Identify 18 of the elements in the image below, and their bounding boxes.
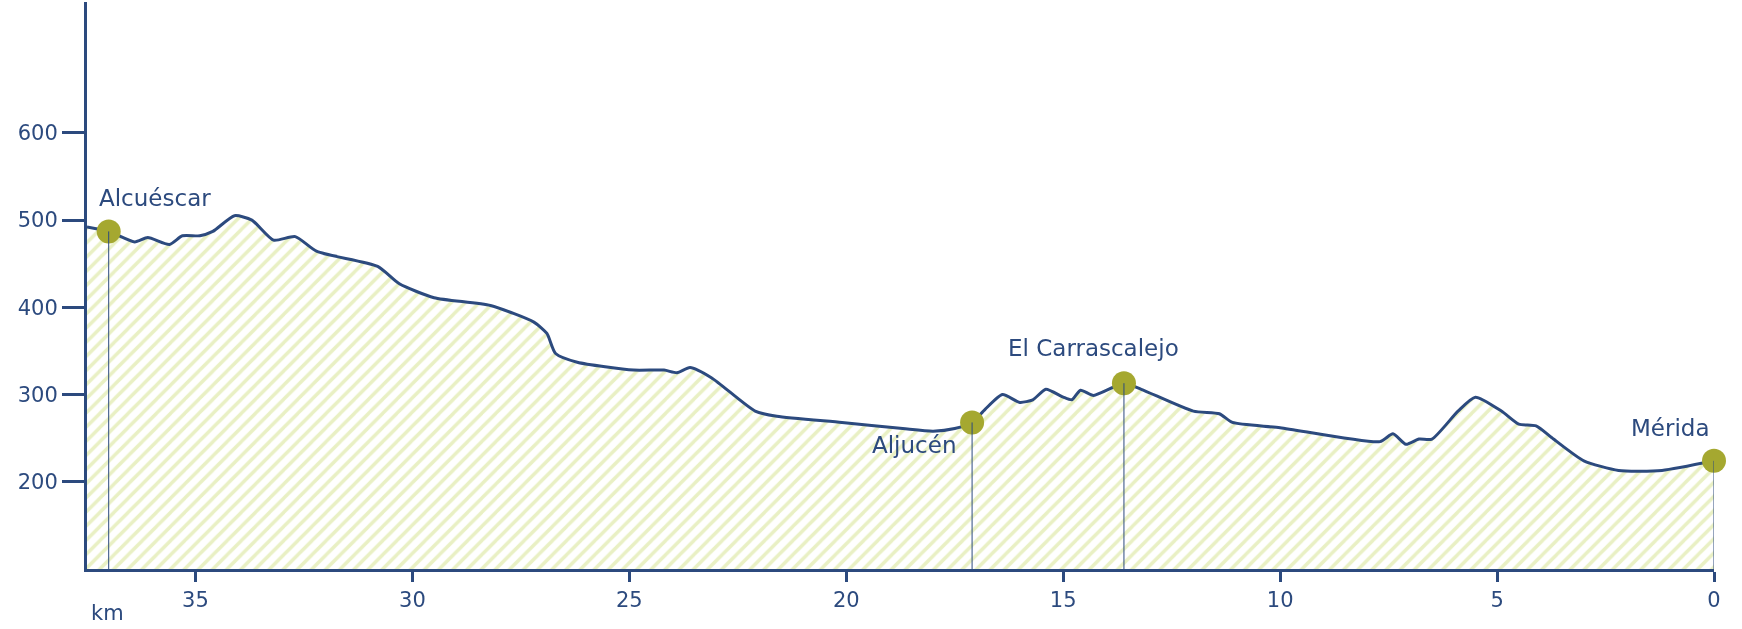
annotation: Alcuéscar (99, 185, 212, 211)
y-tick-label: 200 (17, 470, 58, 495)
annotation: Aljucén (872, 432, 957, 458)
annotation: Mérida (1631, 415, 1710, 441)
x-tick-label: 30 (399, 588, 426, 613)
y-tick-label: 400 (17, 295, 58, 320)
x-tick-label: 10 (1266, 588, 1294, 613)
x-axis-title: km (91, 601, 124, 625)
x-tick-label: 5 (1490, 588, 1504, 613)
y-tick-label: 500 (17, 208, 58, 233)
x-tick-label: 35 (182, 588, 209, 613)
x-tick-label: 0 (1707, 588, 1721, 613)
y-tick-label: 300 (17, 382, 58, 407)
x-tick-label: 20 (832, 588, 860, 613)
x-tick-label: 25 (615, 588, 643, 613)
annotation: El Carrascalejo (1008, 335, 1179, 361)
x-tick-label: 15 (1049, 588, 1077, 613)
y-tick-label: 600 (17, 121, 58, 146)
